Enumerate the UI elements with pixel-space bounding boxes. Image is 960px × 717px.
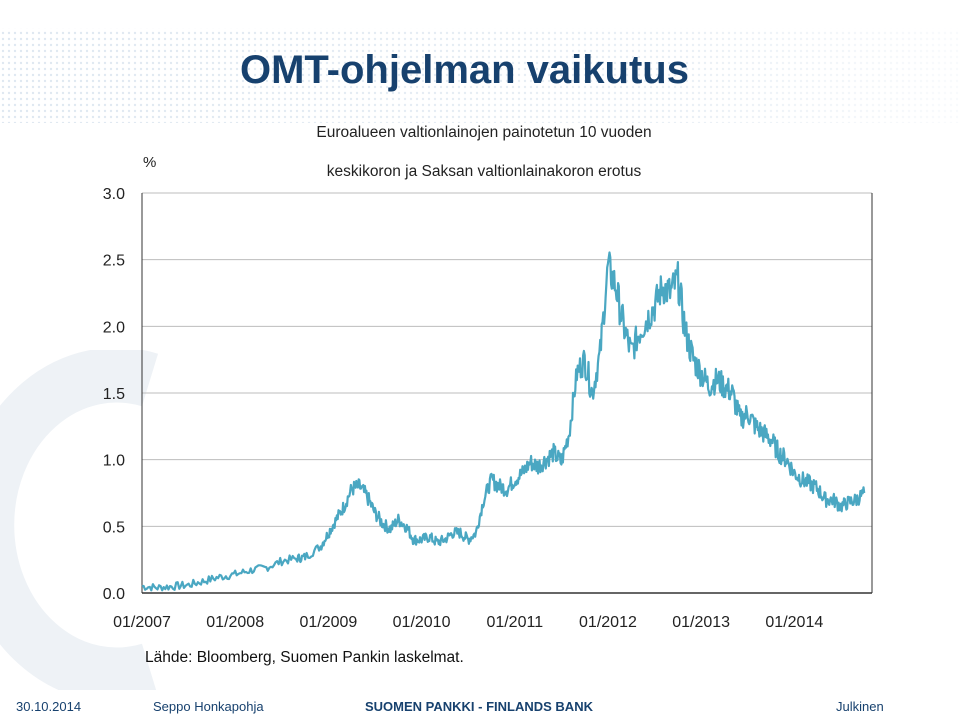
y-tick-label: 1.0 — [103, 453, 125, 470]
x-tick-label: 01/2013 — [672, 614, 730, 631]
y-tick-labels: 0.0 0.5 1.0 1.5 2.0 2.5 3.0 — [103, 186, 125, 603]
y-tick-label: 1.5 — [103, 386, 125, 403]
y-tick-label: 0.0 — [103, 586, 125, 603]
header-band — [0, 0, 960, 125]
chart-title-line-1: Euroalueen valtionlainojen painotetun 10… — [316, 125, 651, 141]
x-tick-label: 01/2014 — [765, 614, 823, 631]
y-axis-label: % — [143, 154, 156, 171]
series-line — [141, 251, 866, 592]
y-tick-label: 3.0 — [103, 186, 125, 203]
footer: 30.10.2014 Seppo Honkapohja SUOMEN PANKK… — [0, 690, 960, 717]
x-tick-label: 01/2011 — [486, 614, 543, 631]
spread-line-chart: 0.00.51.01.52.02.53.0 01/2007 01/2008 01/2… — [103, 125, 873, 666]
slide-title: OMT-ohjelman vaikutus — [240, 48, 689, 92]
footer-bank: SUOMEN PANKKI - FINLANDS BANK — [365, 699, 593, 714]
y-tick-label: 2.0 — [103, 319, 125, 336]
y-tick-label: 2.5 — [103, 253, 125, 270]
x-tick-label: 01/2010 — [393, 614, 451, 631]
header-pattern — [0, 28, 960, 123]
x-tick-label: 01/2009 — [299, 614, 357, 631]
x-tick-label: 01/2008 — [206, 614, 264, 631]
footer-author: Seppo Honkapohja — [153, 699, 264, 714]
x-tick-label: 01/2007 — [113, 614, 171, 631]
footer-classification: Julkinen — [836, 699, 884, 714]
x-tick-labels: 01/2007 01/2008 01/2009 01/2010 01/2011 01/20… — [113, 614, 823, 631]
euro-watermark-icon — [0, 350, 158, 690]
chart-title-line-2: keskikoron ja Saksan valtionlainakoron e… — [327, 163, 642, 180]
chart-source: Lähde: Bloomberg, Suomen Pankin laskelma… — [145, 649, 464, 666]
grid-layer — [141, 192, 873, 594]
y-tick-label: 0.5 — [103, 519, 125, 536]
footer-date: 30.10.2014 — [16, 699, 82, 714]
x-tick-label: 01/2012 — [579, 614, 637, 631]
